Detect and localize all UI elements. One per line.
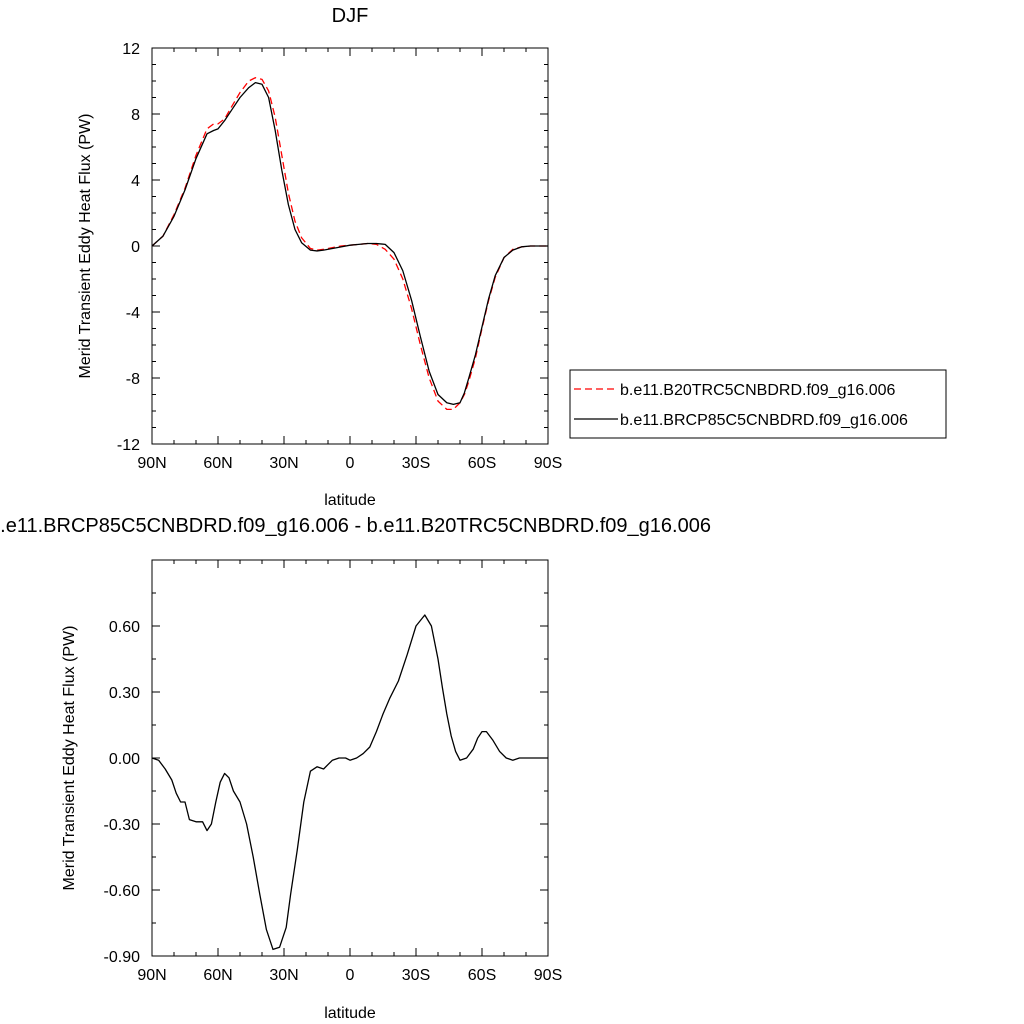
x-tick-label: 60S [468,967,496,984]
y-tick-label: 0.60 [109,619,140,636]
y-tick-label: 0.00 [109,751,140,768]
x-tick-label: 30N [269,967,298,984]
legend-label-2: b.e11.BRCP85C5CNBDRD.f09_g16.006 [620,412,908,429]
x-tick-label: 30S [402,967,430,984]
x-tick-label: 90N [137,967,166,984]
top-chart-title: DJF [332,5,369,27]
bottom-chart-ylabel: Merid Transient Eddy Heat Flux (PW) [61,626,78,891]
x-tick-label: 60N [203,455,232,472]
x-tick-label: 60N [203,967,232,984]
top-chart-ylabel: Merid Transient Eddy Heat Flux (PW) [77,114,94,379]
bottom-chart-title: b.e11.BRCP85C5CNBDRD.f09_g16.006 - b.e11… [0,515,711,537]
top-chart-ticks: 90N 60N 30N 0 30S 60S 90S -12 -8 -4 0 4 8 12 [117,41,562,472]
y-tick-label: -8 [126,371,140,388]
x-tick-label: 0 [346,967,355,984]
x-tick-label: 60S [468,455,496,472]
x-tick-label: 90S [534,455,562,472]
bottom-chart-xlabel: latitude [324,1005,376,1022]
bottom-chart-ticks: 90N 60N 30N 0 30S 60S 90S -0.90 -0.60 -0.30 0.00 0.… [104,559,562,984]
bottom-chart-frame [151,559,549,957]
x-tick-label: 0 [346,455,355,472]
series-line-1 [151,614,548,951]
y-tick-label: 12 [122,41,140,58]
y-tick-label: 0 [131,239,140,256]
y-tick-label: -4 [126,305,140,322]
legend-label-1: b.e11.B20TRC5CNBDRD.f09_g16.006 [620,382,896,399]
series-line-1 [151,77,548,411]
y-tick-label: 4 [131,173,140,190]
legend-box [569,369,947,439]
top-chart-xlabel: latitude [324,492,376,509]
legend: b.e11.B20TRC5CNBDRD.f09_g16.006 b.e11.BR… [569,369,947,439]
series-line-2 [151,82,548,406]
y-tick-label: 0.30 [109,685,140,702]
top-panel: DJF 90N 60N 30N 0 30S 60S 90S -12 -8 -4 0 4 8 12 lati… [77,5,947,509]
y-tick-label: -12 [117,437,140,454]
y-tick-label: -0.30 [104,817,141,834]
top-chart-series [151,77,548,411]
y-tick-label: 8 [131,107,140,124]
x-tick-label: 30S [402,455,430,472]
y-tick-label: -0.60 [104,883,141,900]
bottom-panel: b.e11.BRCP85C5CNBDRD.f09_g16.006 - b.e11… [0,515,711,1022]
y-tick-label: -0.90 [104,949,141,966]
top-chart-frame [151,47,549,445]
x-tick-label: 90S [534,967,562,984]
x-tick-label: 90N [137,455,166,472]
x-tick-label: 30N [269,455,298,472]
bottom-chart-series [151,614,548,951]
